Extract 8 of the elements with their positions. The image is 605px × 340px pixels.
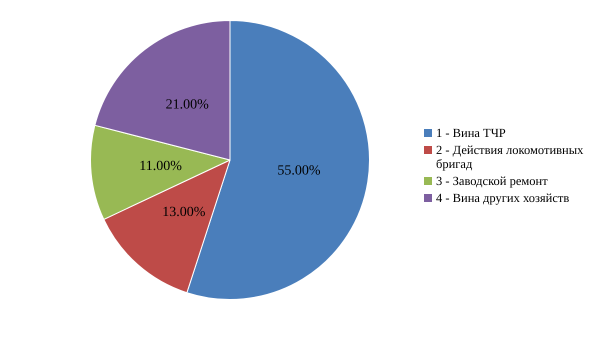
legend-label: 3 - Заводской ремонт (436, 174, 548, 188)
data-label: 21.00% (166, 98, 210, 113)
legend-label: 4 - Вина других хозяйств (436, 191, 570, 205)
legend-label: 2 - Действия локомотивных бригад (436, 143, 584, 171)
data-label: 13.00% (162, 204, 206, 220)
legend-label: 1 - Вина ТЧР (436, 126, 506, 140)
data-label: 11.00% (139, 159, 182, 174)
data-label: 55.00% (277, 164, 321, 179)
